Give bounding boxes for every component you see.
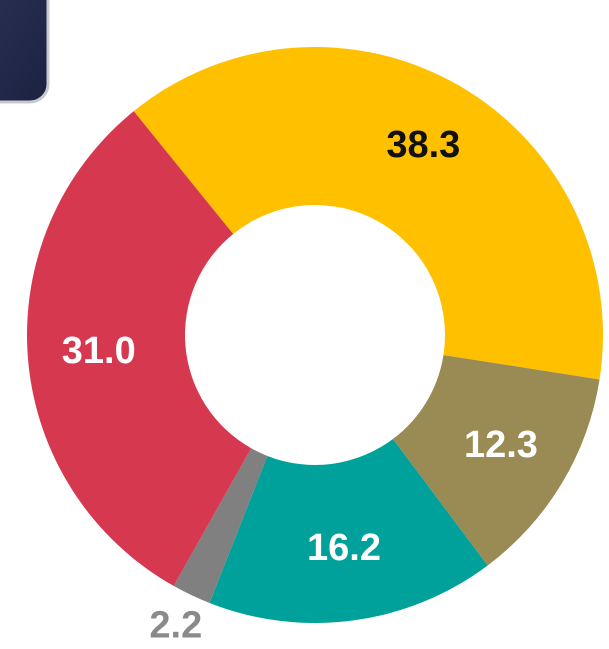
slice <box>26 111 252 586</box>
corner-image <box>0 0 50 104</box>
data-label: 12.3 <box>464 424 538 466</box>
data-label: 31.0 <box>62 330 136 372</box>
slice <box>392 355 600 566</box>
data-label: 38.3 <box>386 124 460 166</box>
data-label: 16.2 <box>307 527 381 569</box>
slice <box>133 47 603 380</box>
data-label: 2.2 <box>149 605 202 647</box>
slice <box>173 448 268 603</box>
donut <box>26 47 603 623</box>
slice <box>209 439 488 623</box>
